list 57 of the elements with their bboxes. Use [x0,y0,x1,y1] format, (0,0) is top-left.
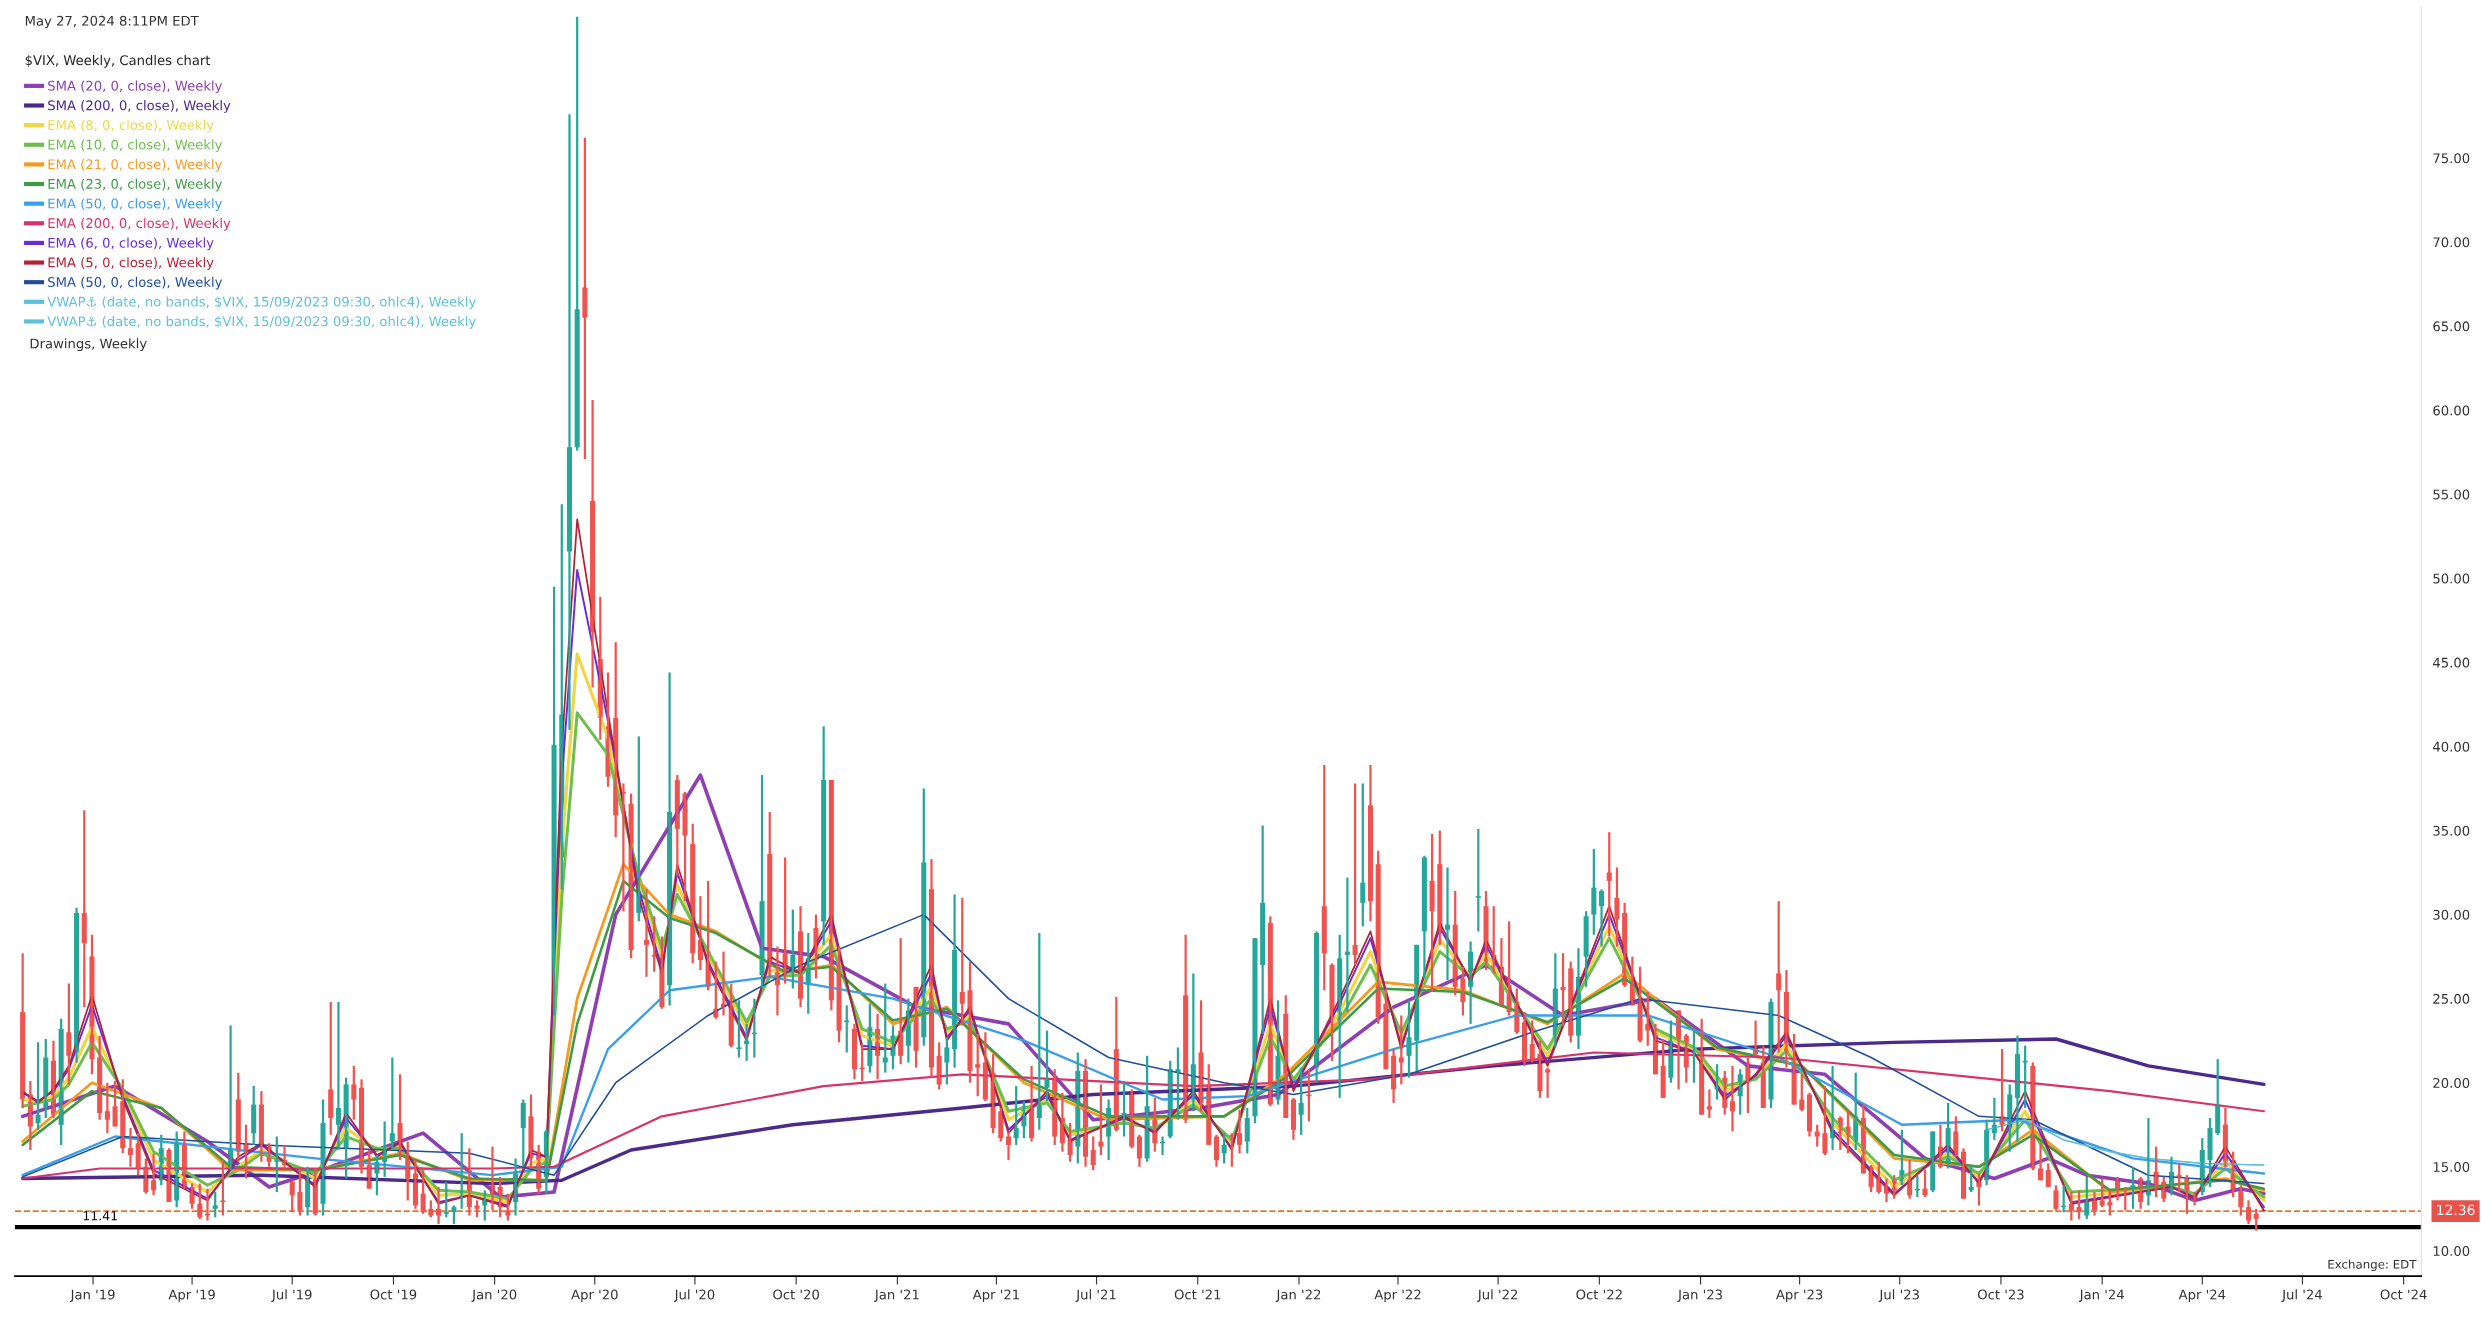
x-tick-label: Oct '19 [370,1289,417,1300]
legend-label: EMA (5, 0, close), Weekly [48,257,214,270]
legend-label: SMA (200, 0, close), Weekly [48,100,231,113]
x-tick-label: Jul '22 [1477,1289,1518,1302]
legend-label: EMA (23, 0, close), Weekly [48,178,223,192]
y-tick-label: 40.00 [2433,741,2470,752]
x-tick-label: Jan '19 [69,1289,115,1302]
annotation: May 27, 2024 8:11PM EDT [25,15,199,29]
y-tick-label: 60.00 [2433,405,2470,416]
x-tick-label: Oct '24 [2380,1289,2427,1300]
legend-label: VWAP⚓ (date, no bands, $VIX, 15/09/2023 09:30, ohlc4), Weekly [47,296,476,310]
legend-label: EMA (21, 0, close), Weekly [48,158,223,172]
legend-label: EMA (8, 0, close), Weekly [48,119,214,133]
ref-line-label: 12.36 [2437,1204,2475,1216]
y-tick-label: 65.00 [2433,321,2470,332]
x-tick-label: Jan '22 [1275,1289,1321,1302]
y-tick-label: 70.00 [2433,237,2470,248]
ref-line-label: 11.41 [83,1211,117,1221]
x-tick-label: Jan '20 [471,1289,517,1302]
x-tick-label: Oct '23 [1977,1289,2024,1300]
legend-label: EMA (50, 0, close), Weekly [48,198,223,212]
y-tick-label: 25.00 [2433,993,2470,1004]
x-tick-label: Jul '24 [2281,1289,2322,1302]
y-tick-label: 75.00 [2433,153,2470,164]
x-tick-label: Jul '19 [271,1289,312,1302]
y-tick-label: 20.00 [2433,1077,2470,1088]
x-tick-label: Apr '20 [571,1289,618,1303]
x-tick-label: Jul '20 [673,1289,715,1302]
y-tick-label: 45.00 [2433,657,2470,668]
y-tick-label: 50.00 [2433,573,2470,584]
x-tick-label: Apr '24 [2178,1289,2226,1303]
x-tick-label: Jul '23 [1878,1289,1919,1302]
legend-label: EMA (10, 0, close), Weekly [48,139,223,153]
annotation: Exchange: EDT [2328,1259,2417,1271]
annotation: Drawings, Weekly [30,338,147,352]
text: $VIX, Weekly, Candles chart [25,54,211,68]
legend-label: SMA (50, 0, close), Weekly [48,276,223,290]
x-tick-label: Apr '21 [972,1289,1019,1303]
x-tick-label: Jan '23 [1677,1289,1722,1302]
x-tick-label: Oct '22 [1576,1289,1622,1300]
x-tick-label: Jan '24 [2079,1289,2124,1302]
legend-label: EMA (200, 0, close), Weekly [48,217,231,231]
legend-label: SMA (20, 0, close), Weekly [48,80,223,94]
y-tick-label: 55.00 [2433,489,2470,500]
y-tick-label: 10.00 [2433,1246,2470,1257]
x-tick-label: Apr '22 [1374,1289,1421,1303]
x-tick-label: Oct '20 [773,1289,819,1300]
x-tick-label: Apr '23 [1775,1289,1823,1303]
y-tick-label: 15.00 [2433,1162,2470,1172]
x-tick-label: Jul '21 [1075,1289,1116,1302]
y-tick-label: 35.00 [2433,825,2470,836]
x-tick-label: Jan '21 [874,1289,919,1302]
legend-label: VWAP⚓ (date, no bands, $VIX, 15/09/2023 09:30, ohlc4), Weekly [47,316,476,329]
y-tick-label: 30.00 [2433,909,2470,920]
legend-label: EMA (6, 0, close), Weekly [48,237,214,251]
x-tick-label: Apr '19 [168,1289,215,1303]
x-tick-label: Oct '21 [1174,1289,1221,1300]
